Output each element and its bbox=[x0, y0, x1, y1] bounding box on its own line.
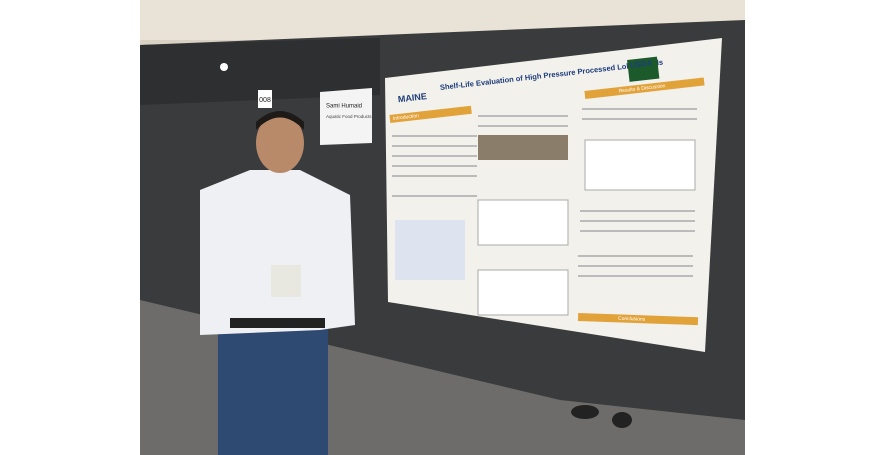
affiliation-text: Aquatic Food Products bbox=[326, 114, 372, 119]
badge bbox=[271, 265, 301, 297]
poster-photos bbox=[478, 135, 568, 160]
section-heading: Results & Discussion bbox=[618, 83, 666, 94]
section-bar bbox=[584, 77, 705, 99]
background-person-feet bbox=[571, 405, 632, 428]
poster-bar-chart bbox=[584, 139, 696, 191]
poster-chart bbox=[477, 269, 569, 316]
maine-logo: MAINE bbox=[397, 91, 427, 104]
section-heading: Conclusions bbox=[618, 316, 646, 323]
section-heading: Introduction bbox=[393, 113, 420, 122]
poster-diagram bbox=[395, 220, 465, 280]
person bbox=[200, 111, 355, 455]
usda-logo-box bbox=[627, 56, 660, 82]
number-card bbox=[258, 90, 272, 108]
belt bbox=[230, 318, 325, 328]
name-card bbox=[320, 88, 372, 145]
poster-chart bbox=[477, 199, 569, 246]
face bbox=[256, 113, 304, 173]
name-text: Sami Humaid bbox=[326, 104, 362, 110]
section-bar bbox=[389, 105, 472, 123]
section-bar bbox=[577, 313, 699, 326]
board-top bbox=[140, 38, 380, 105]
ceiling-light bbox=[220, 63, 228, 71]
number-text: 008 bbox=[259, 97, 271, 104]
usda-logo: USDA bbox=[629, 58, 653, 70]
poster-text-lines bbox=[392, 108, 697, 277]
hair bbox=[256, 111, 304, 130]
shirt bbox=[200, 170, 355, 335]
poster bbox=[385, 38, 722, 352]
jeans bbox=[218, 318, 328, 455]
